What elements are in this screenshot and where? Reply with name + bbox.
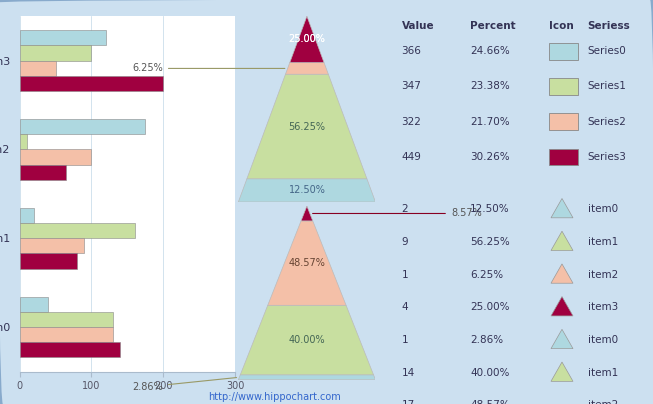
Polygon shape [238,179,375,202]
Text: 25.00%: 25.00% [289,34,325,44]
Text: Series3: Series3 [588,152,627,162]
Text: 23.38%: 23.38% [470,82,510,91]
Text: Percent: Percent [470,21,516,32]
Bar [20,253,77,269]
Text: 12.50%: 12.50% [289,185,325,196]
Bar [20,119,145,135]
Polygon shape [551,264,573,283]
Polygon shape [551,231,573,250]
Polygon shape [551,362,573,381]
Text: 2.86%: 2.86% [470,335,503,345]
Bar [20,312,113,327]
Polygon shape [268,221,346,305]
Bar [549,43,578,59]
Text: 17: 17 [402,400,415,404]
Text: Series2: Series2 [588,117,627,127]
Text: 24.66%: 24.66% [470,46,510,56]
Text: item2: item2 [588,400,618,404]
Text: 56.25%: 56.25% [470,237,510,247]
Text: 9: 9 [402,237,408,247]
Text: 4: 4 [402,302,408,312]
Text: 347: 347 [402,82,421,91]
Bar [20,149,91,164]
Bar [20,76,163,91]
Bar [20,30,106,46]
Bar [549,149,578,165]
Bar [20,342,120,358]
Polygon shape [301,206,313,221]
Text: 25.00%: 25.00% [470,302,509,312]
Text: 12.50%: 12.50% [470,204,510,214]
Text: 449: 449 [402,152,421,162]
Text: 14: 14 [402,368,415,378]
Polygon shape [240,305,374,375]
Text: Series1: Series1 [588,82,627,91]
Text: 48.57%: 48.57% [289,258,325,268]
Text: Seriess: Seriess [588,21,630,32]
Polygon shape [551,297,573,316]
Text: 56.25%: 56.25% [289,122,325,132]
Bar [549,78,578,95]
Text: 8.57%: 8.57% [313,208,482,219]
Polygon shape [247,74,367,179]
Text: 25.00%: 25.00% [289,34,325,44]
Text: 6.25%: 6.25% [132,63,285,74]
Bar [549,114,578,130]
Text: item1: item1 [588,368,618,378]
Polygon shape [551,329,573,349]
Text: item0: item0 [588,335,618,345]
Text: item3: item3 [588,302,618,312]
Polygon shape [551,198,573,218]
Polygon shape [285,63,328,74]
Text: Icon: Icon [549,21,573,32]
Text: 2.86%: 2.86% [133,378,236,392]
Bar [20,223,135,238]
Bar [20,46,91,61]
Bar [20,238,84,253]
Text: item1: item1 [588,237,618,247]
Text: Series0: Series0 [588,46,626,56]
Text: 48.57%: 48.57% [470,400,510,404]
Polygon shape [238,375,375,380]
Text: Value: Value [402,21,434,32]
Text: 6.25%: 6.25% [470,269,503,280]
Text: 30.26%: 30.26% [470,152,510,162]
Text: 366: 366 [402,46,421,56]
Text: 21.70%: 21.70% [470,117,510,127]
Text: http://www.hippochart.com: http://www.hippochart.com [208,392,341,402]
Bar [20,327,113,342]
Bar [20,164,67,180]
Bar [20,208,34,223]
Text: 2: 2 [402,204,408,214]
Text: item0: item0 [588,204,618,214]
Text: 40.00%: 40.00% [470,368,509,378]
Bar [20,297,48,312]
Text: item2: item2 [588,269,618,280]
Text: 40.00%: 40.00% [289,335,325,345]
Text: 1: 1 [402,335,408,345]
Polygon shape [290,16,324,63]
Text: 322: 322 [402,117,421,127]
Bar [20,135,27,149]
Text: 1: 1 [402,269,408,280]
Polygon shape [551,395,573,404]
Bar [20,61,56,76]
